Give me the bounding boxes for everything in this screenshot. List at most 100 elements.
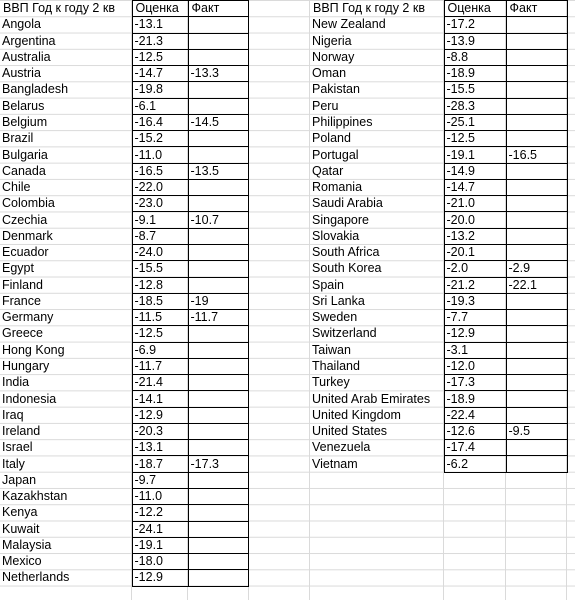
country-cell[interactable]: Oman (312, 66, 347, 81)
estimate-cell[interactable]: -3.1 (443, 342, 507, 359)
estimate-cell[interactable]: -18.7 (131, 455, 189, 473)
estimate-cell[interactable]: -8.8 (443, 49, 507, 67)
country-cell[interactable]: Argentina (2, 33, 56, 48)
estimate-cell[interactable]: -22.0 (131, 179, 189, 197)
actual-cell[interactable] (188, 521, 249, 538)
actual-cell[interactable] (506, 16, 568, 34)
actual-cell[interactable]: -9.5 (506, 423, 568, 441)
actual-cell[interactable] (506, 309, 568, 327)
estimate-cell[interactable]: -16.4 (131, 114, 189, 132)
country-cell[interactable]: South Africa (312, 245, 380, 260)
country-cell[interactable]: Kenya (2, 505, 38, 520)
country-cell[interactable]: Hong Kong (2, 342, 65, 357)
estimate-cell[interactable]: -21.4 (131, 374, 189, 392)
estimate-column-header[interactable]: Оценка (131, 0, 189, 18)
actual-cell[interactable] (506, 130, 568, 148)
estimate-cell[interactable]: -12.0 (443, 358, 507, 376)
country-cell[interactable]: Singapore (312, 212, 369, 227)
country-cell[interactable]: Italy (2, 456, 25, 471)
actual-cell[interactable] (188, 537, 249, 555)
estimate-cell[interactable]: -6.9 (131, 342, 189, 359)
estimate-cell[interactable]: -11.5 (131, 309, 189, 327)
estimate-cell[interactable]: -14.7 (131, 65, 189, 83)
country-cell[interactable]: Indonesia (2, 391, 57, 406)
actual-cell[interactable] (188, 374, 249, 392)
actual-cell[interactable] (188, 49, 249, 67)
estimate-cell[interactable]: -12.8 (131, 277, 189, 294)
estimate-cell[interactable]: -6.1 (131, 98, 189, 115)
actual-cell[interactable] (188, 423, 249, 441)
actual-cell[interactable] (188, 98, 249, 115)
country-cell[interactable]: Bulgaria (2, 147, 48, 162)
estimate-cell[interactable]: -18.9 (443, 65, 507, 83)
estimate-cell[interactable]: -25.1 (443, 114, 507, 132)
estimate-cell[interactable]: -20.0 (443, 211, 507, 229)
country-cell[interactable]: Ecuador (2, 245, 49, 260)
actual-cell[interactable] (506, 81, 568, 99)
country-cell[interactable]: United Kingdom (312, 407, 401, 422)
actual-cell[interactable] (188, 358, 249, 376)
actual-cell[interactable] (506, 407, 568, 424)
actual-cell[interactable] (506, 390, 568, 408)
actual-cell[interactable] (188, 390, 249, 408)
estimate-cell[interactable]: -24.1 (131, 521, 189, 538)
actual-cell[interactable] (506, 293, 568, 311)
country-cell[interactable]: Sweden (312, 310, 358, 325)
actual-cell[interactable] (188, 195, 249, 213)
actual-cell[interactable] (506, 65, 568, 83)
estimate-column-header[interactable]: Оценка (443, 0, 507, 18)
estimate-cell[interactable]: -14.9 (443, 163, 507, 180)
country-cell[interactable]: Nigeria (312, 33, 352, 48)
actual-column-header[interactable]: Факт (506, 0, 568, 18)
country-cell[interactable]: Hungary (2, 358, 50, 373)
country-cell[interactable]: Ireland (2, 424, 41, 439)
actual-cell[interactable] (506, 49, 568, 67)
estimate-cell[interactable]: -12.9 (131, 569, 189, 587)
actual-cell[interactable] (188, 228, 249, 245)
country-column-header[interactable]: ВВП Год к году 2 кв (3, 1, 115, 16)
actual-cell[interactable]: -16.5 (506, 146, 568, 164)
actual-cell[interactable]: -14.5 (188, 114, 249, 132)
country-cell[interactable]: Peru (312, 98, 339, 113)
estimate-cell[interactable]: -11.0 (131, 146, 189, 164)
estimate-cell[interactable]: -13.1 (131, 439, 189, 457)
country-cell[interactable]: Australia (2, 49, 51, 64)
estimate-cell[interactable]: -18.5 (131, 293, 189, 311)
actual-cell[interactable] (506, 98, 568, 115)
estimate-cell[interactable]: -22.4 (443, 407, 507, 424)
country-cell[interactable]: Iraq (2, 407, 24, 422)
estimate-cell[interactable]: -15.5 (443, 81, 507, 99)
estimate-cell[interactable]: -11.7 (131, 358, 189, 376)
country-cell[interactable]: New Zealand (312, 17, 386, 32)
actual-cell[interactable] (506, 358, 568, 376)
estimate-cell[interactable]: -18.0 (131, 553, 189, 571)
country-cell[interactable]: Austria (2, 66, 41, 81)
country-cell[interactable]: Canada (2, 163, 46, 178)
estimate-cell[interactable]: -7.7 (443, 309, 507, 327)
country-column-header[interactable]: ВВП Год к году 2 кв (313, 1, 425, 16)
actual-cell[interactable] (506, 374, 568, 392)
country-cell[interactable]: Slovakia (312, 228, 360, 243)
estimate-cell[interactable]: -6.2 (443, 455, 507, 473)
country-cell[interactable]: Malaysia (2, 537, 52, 552)
country-cell[interactable]: Germany (2, 310, 54, 325)
country-cell[interactable]: India (2, 375, 30, 390)
actual-cell[interactable]: -17.3 (188, 455, 249, 473)
estimate-cell[interactable]: -19.3 (443, 293, 507, 311)
actual-column-header[interactable]: Факт (188, 0, 249, 18)
actual-cell[interactable] (506, 325, 568, 343)
estimate-cell[interactable]: -13.1 (131, 16, 189, 34)
estimate-cell[interactable]: -23.0 (131, 195, 189, 213)
country-cell[interactable]: Japan (2, 472, 37, 487)
actual-cell[interactable] (506, 179, 568, 197)
country-cell[interactable]: Norway (312, 49, 355, 64)
country-cell[interactable]: Brazil (2, 131, 34, 146)
actual-cell[interactable] (506, 195, 568, 213)
country-cell[interactable]: Finland (2, 277, 43, 292)
actual-cell[interactable] (188, 130, 249, 148)
country-cell[interactable]: Israel (2, 440, 33, 455)
country-cell[interactable]: United Arab Emirates (312, 391, 431, 406)
country-cell[interactable]: Greece (2, 326, 43, 341)
actual-cell[interactable] (506, 455, 568, 473)
estimate-cell[interactable]: -15.5 (131, 260, 189, 278)
